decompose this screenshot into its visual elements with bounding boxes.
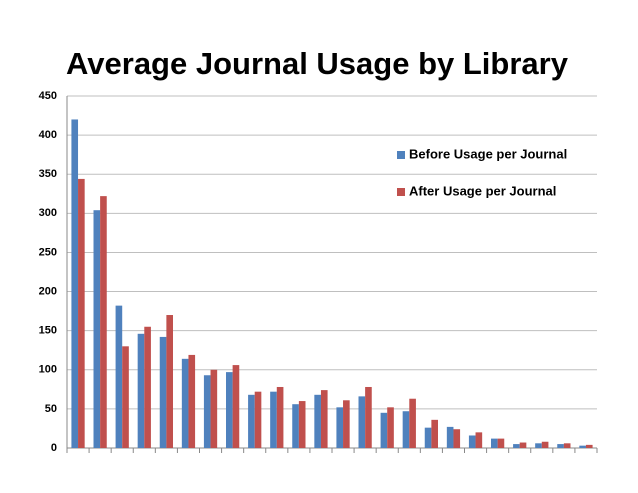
bar [497, 438, 505, 448]
bar [166, 315, 173, 448]
bar [276, 386, 284, 448]
bar [144, 326, 151, 448]
bar [78, 178, 85, 448]
bar [387, 407, 394, 448]
bar [563, 443, 571, 448]
bar [358, 396, 366, 448]
bar [71, 119, 79, 448]
bar [402, 411, 410, 448]
bar [535, 443, 542, 448]
y-tick-label: 450 [39, 90, 57, 102]
chart-title: Average Journal Usage by Library [66, 46, 569, 81]
bar [336, 407, 344, 448]
bar [409, 398, 416, 448]
bar [188, 354, 196, 448]
bar [365, 386, 372, 448]
bar [210, 369, 218, 448]
bar [248, 394, 255, 448]
y-tick-label: 300 [39, 207, 57, 219]
bar [254, 391, 262, 448]
bar [203, 375, 211, 448]
y-tick-label: 400 [39, 129, 57, 141]
bar [431, 419, 438, 448]
bar [100, 196, 107, 448]
bar [475, 432, 483, 448]
legend-label: Before Usage per Journal [409, 146, 567, 161]
y-tick-label: 50 [45, 403, 57, 415]
bar [115, 305, 123, 448]
bar [541, 441, 549, 448]
legend-swatch [397, 188, 405, 196]
bar [513, 444, 520, 448]
bar [380, 412, 388, 448]
y-tick-label: 100 [39, 364, 57, 376]
bar [226, 372, 233, 448]
legend-swatch [397, 151, 405, 159]
bar [93, 210, 101, 448]
bar [159, 336, 167, 448]
bar [298, 401, 306, 448]
bar [232, 365, 240, 448]
bar [314, 394, 321, 448]
bar [320, 390, 328, 448]
y-tick-label: 0 [51, 442, 57, 454]
y-tick-label: 150 [39, 325, 57, 337]
y-tick-label: 250 [39, 246, 57, 258]
bar [424, 427, 432, 448]
legend-label: After Usage per Journal [409, 183, 556, 198]
bar [181, 358, 189, 448]
bar [137, 333, 145, 448]
bar [446, 426, 454, 448]
bar [453, 429, 461, 448]
bar [585, 444, 593, 448]
y-tick-label: 200 [39, 285, 57, 297]
bar [519, 442, 527, 448]
y-tick-label: 350 [39, 168, 57, 180]
bar [292, 404, 299, 448]
bar [343, 400, 350, 448]
bar [491, 438, 498, 448]
bar [468, 435, 476, 448]
bar [122, 346, 129, 448]
bar [270, 391, 277, 448]
bar [557, 444, 564, 448]
bar [579, 445, 586, 448]
